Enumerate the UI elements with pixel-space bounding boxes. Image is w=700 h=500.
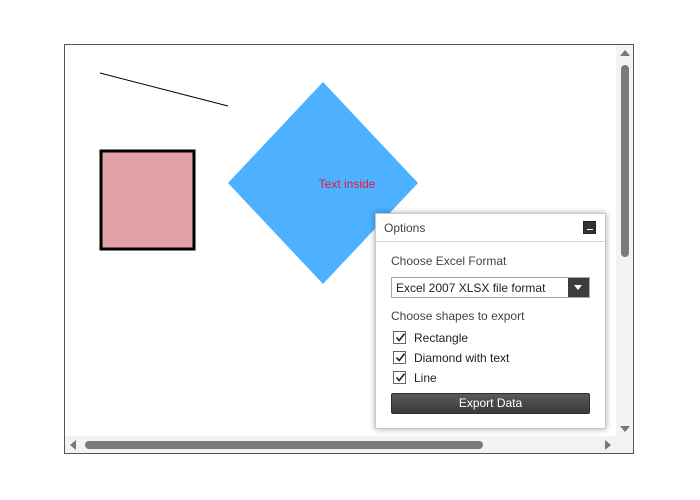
line-shape[interactable]: [99, 72, 229, 107]
horizontal-scroll-thumb[interactable]: [85, 441, 483, 449]
horizontal-scrollbar[interactable]: [65, 436, 616, 453]
vertical-scrollbar[interactable]: [616, 45, 633, 437]
vertical-scroll-thumb[interactable]: [621, 65, 629, 257]
line-option-label: Line: [414, 371, 437, 385]
format-select-value: Excel 2007 XLSX file format: [396, 281, 546, 295]
arrow-right-icon[interactable]: [605, 440, 611, 450]
diamond-text: Text inside: [318, 177, 376, 191]
rectangle-option-label: Rectangle: [414, 331, 469, 345]
rectangle-shape[interactable]: [99, 149, 196, 251]
rectangle-checkbox[interactable]: [393, 331, 406, 344]
options-title: Options: [384, 221, 426, 235]
export-data-button[interactable]: Export Data: [391, 393, 590, 414]
options-panel: Options Choose Excel Format Excel 2007 X…: [375, 213, 606, 429]
options-header: Options: [376, 214, 605, 242]
shapes-layer: [99, 72, 418, 284]
diagram-canvas[interactable]: Text inside Options Choose Excel Format …: [64, 44, 634, 454]
diamond-checkbox[interactable]: [393, 351, 406, 364]
diamond-option-label: Diamond with text: [414, 351, 510, 365]
arrow-up-icon[interactable]: [620, 50, 630, 56]
checkmark-icon: [395, 333, 406, 342]
checkmark-icon: [395, 373, 406, 382]
diamond-shape[interactable]: [228, 82, 418, 284]
checkmark-icon: [395, 353, 406, 362]
format-label: Choose Excel Format: [391, 254, 507, 268]
arrow-left-icon[interactable]: [70, 440, 76, 450]
arrow-down-icon[interactable]: [620, 426, 630, 432]
excel-format-select[interactable]: Excel 2007 XLSX file format: [391, 277, 590, 298]
chevron-down-icon[interactable]: [568, 278, 589, 297]
scroll-corner: [616, 436, 633, 453]
line-checkbox[interactable]: [393, 371, 406, 384]
shapes-label: Choose shapes to export: [391, 309, 525, 323]
minimize-icon[interactable]: [583, 221, 596, 234]
